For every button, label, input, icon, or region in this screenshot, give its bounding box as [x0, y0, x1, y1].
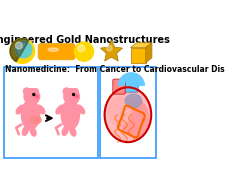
Ellipse shape [109, 97, 131, 126]
Circle shape [10, 39, 35, 63]
Ellipse shape [31, 116, 41, 124]
Circle shape [64, 89, 79, 104]
Ellipse shape [16, 105, 24, 114]
Circle shape [36, 95, 38, 98]
Polygon shape [146, 43, 152, 63]
FancyBboxPatch shape [4, 67, 98, 158]
FancyBboxPatch shape [100, 67, 156, 158]
Circle shape [76, 95, 78, 98]
FancyBboxPatch shape [38, 43, 75, 60]
Ellipse shape [121, 99, 148, 137]
Ellipse shape [22, 127, 28, 135]
Ellipse shape [37, 105, 45, 114]
Polygon shape [131, 43, 152, 48]
Ellipse shape [61, 100, 79, 129]
Polygon shape [100, 40, 123, 61]
Text: Nanomedicine:  From Cancer to Cardiovascular Disease: Nanomedicine: From Cancer to Cardiovascu… [4, 65, 225, 74]
Wedge shape [16, 41, 28, 57]
Circle shape [16, 42, 22, 49]
Circle shape [63, 88, 70, 94]
Text: Engineered Gold Nanostructures: Engineered Gold Nanostructures [0, 35, 170, 45]
Bar [131, 48, 146, 63]
Circle shape [33, 94, 35, 95]
Circle shape [74, 42, 94, 61]
FancyBboxPatch shape [113, 79, 125, 94]
Circle shape [23, 88, 30, 94]
Ellipse shape [56, 105, 64, 114]
Circle shape [107, 46, 112, 51]
Ellipse shape [62, 127, 68, 135]
Circle shape [73, 89, 78, 94]
FancyBboxPatch shape [123, 76, 138, 92]
Circle shape [33, 89, 38, 94]
Ellipse shape [48, 48, 58, 51]
Ellipse shape [77, 105, 85, 114]
Ellipse shape [105, 87, 151, 142]
Circle shape [24, 89, 40, 104]
Circle shape [73, 94, 74, 95]
Circle shape [16, 41, 32, 58]
Ellipse shape [70, 127, 76, 136]
Ellipse shape [30, 127, 36, 136]
Wedge shape [10, 39, 29, 62]
Ellipse shape [125, 94, 142, 108]
Circle shape [78, 45, 85, 52]
Ellipse shape [21, 100, 40, 129]
